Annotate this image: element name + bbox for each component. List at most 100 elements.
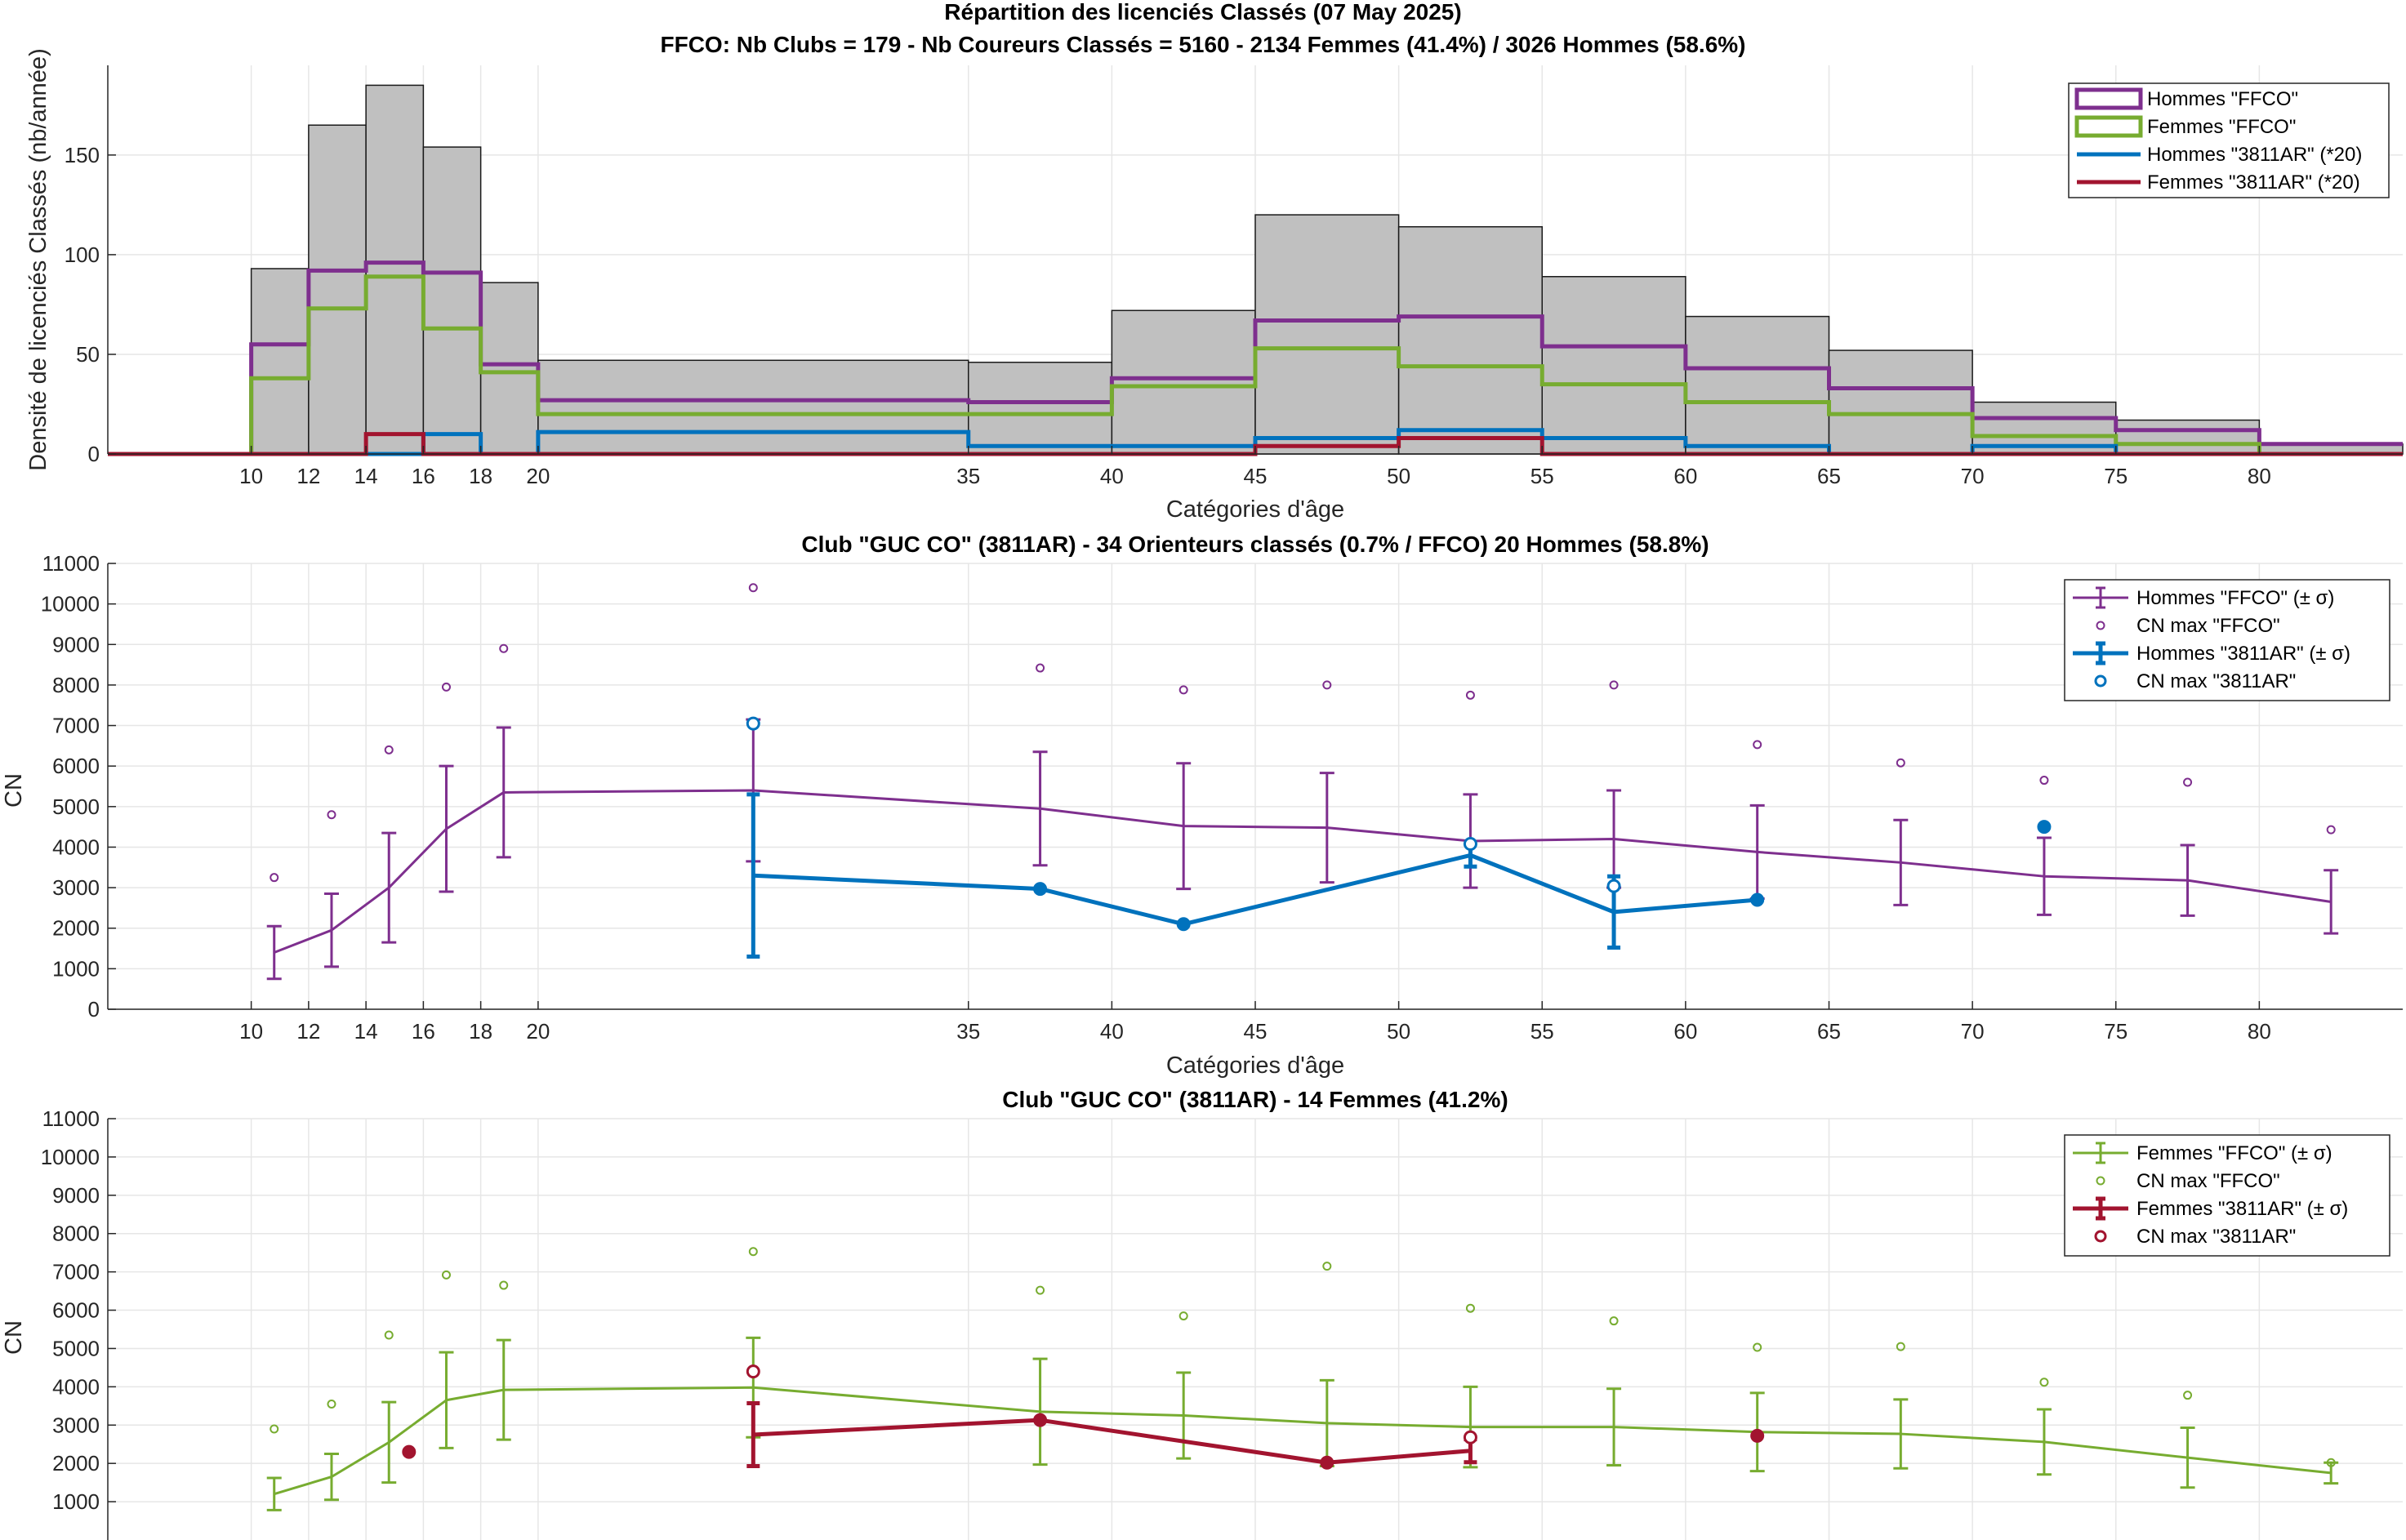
cn-max-marker [2326, 1458, 2336, 1467]
cn-max-marker [1465, 690, 1475, 700]
x-tick-label: 14 [354, 1019, 378, 1044]
cn-max-marker [499, 643, 509, 653]
x-tick-label: 20 [526, 464, 550, 488]
y-tick-label: 5000 [52, 794, 100, 819]
legend-box [2064, 579, 2390, 701]
y-tick-label: 9000 [52, 632, 100, 657]
cn-max-marker [1609, 1316, 1619, 1326]
series-line [274, 1386, 2332, 1496]
legend-label: Hommes "3811AR" (*20) [2147, 144, 2362, 166]
y-tick-label: 6000 [52, 1298, 100, 1323]
cn-max-marker [1176, 917, 1191, 932]
histogram-bar [1111, 309, 1256, 455]
y-tick-label: 5000 [52, 1336, 100, 1360]
y-tick-label: 11000 [42, 551, 100, 576]
legend-label: Femmes "FFCO" (± σ) [2136, 1142, 2332, 1164]
legend-label: CN max "3811AR" [2136, 1226, 2296, 1248]
cn-max-marker [384, 1330, 394, 1340]
x-tick-label: 75 [2104, 1019, 2128, 1044]
cn-max-marker [2039, 776, 2049, 786]
y-tick-label: 10000 [41, 592, 100, 616]
y-tick-label: 50 [76, 342, 100, 367]
x-tick-label: 16 [412, 1019, 435, 1044]
histogram-bar [1397, 225, 1543, 455]
hommes-series-marks [266, 583, 2339, 981]
cn-max-marker [1750, 1428, 1765, 1443]
cn-max-marker [1465, 1303, 1475, 1313]
series-stairs-line [108, 274, 2403, 456]
x-tick-label: 60 [1673, 464, 1697, 488]
x-tick-label: 45 [1244, 464, 1268, 488]
y-tick-label: 4000 [52, 835, 100, 859]
x-tick-label: 70 [1961, 1019, 1985, 1044]
x-tick-label: 20 [526, 1019, 550, 1044]
y-tick-label: 2000 [52, 1451, 100, 1475]
femmes-panel-title: Club "GUC CO" (3811AR) - 14 Femmes (41.2… [1002, 1087, 1508, 1112]
y-tick-label: 3000 [52, 1413, 100, 1437]
cn-max-marker [1753, 1342, 1762, 1352]
x-tick-label: 50 [1387, 464, 1410, 488]
x-tick-label: 18 [469, 1019, 492, 1044]
legend-label: CN max "FFCO" [2136, 1170, 2280, 1192]
cn-max-marker [327, 1399, 336, 1409]
histogram-bar [308, 124, 367, 455]
series-stairs-line [108, 260, 2403, 456]
histogram-bar [1685, 315, 1830, 455]
histogram-subtitle: FFCO: Nb Clubs = 179 - Nb Coureurs Class… [661, 32, 1746, 57]
histogram-legend: Hommes "FFCO" Femmes "FFCO" Hommes "3811AR… [2068, 82, 2390, 198]
legend-label: Femmes "FFCO" [2147, 116, 2296, 138]
cn-max-marker [1463, 836, 1477, 851]
legend-label: Hommes "FFCO" [2147, 88, 2298, 110]
cn-max-marker [1750, 892, 1765, 907]
cn-max-marker [1178, 685, 1188, 695]
cn-max-marker [441, 682, 451, 692]
cn-max-marker [441, 1270, 451, 1280]
x-tick-label: 10 [239, 464, 263, 488]
y-tick-label: 8000 [52, 673, 100, 697]
x-tick-label: 12 [296, 1019, 320, 1044]
x-tick-label: 55 [1530, 1019, 1554, 1044]
y-tick-label: 11000 [42, 1106, 100, 1131]
y-tick-label: 4000 [52, 1374, 100, 1399]
histogram-xlabel: Catégories d'âge [1166, 496, 1344, 523]
cn-max-marker [746, 1364, 760, 1379]
cn-max-marker [1033, 1413, 1048, 1427]
cn-max-marker [384, 745, 394, 754]
cn-max-marker [1320, 1455, 1334, 1470]
cn-max-marker [1463, 1430, 1477, 1444]
hommes-xlabel: Catégories d'âge [1166, 1053, 1344, 1079]
legend-label: Femmes "3811AR" (± σ) [2136, 1198, 2348, 1220]
histogram-ylabel: Densité de licenciés Classés (nb/année) [25, 48, 51, 470]
cn-max-marker [402, 1444, 417, 1459]
y-tick-label: 1000 [52, 956, 100, 981]
legend-label: CN max "3811AR" [2136, 670, 2296, 692]
cn-max-marker [2326, 825, 2336, 835]
cn-max-marker [1896, 758, 1905, 768]
cn-max-marker [1753, 740, 1762, 750]
cn-max-marker [1033, 882, 1048, 897]
histogram-bar [1828, 349, 1973, 455]
cn-max-marker [1609, 680, 1619, 690]
femmes-ylabel: CN [1, 1320, 27, 1355]
y-tick-label: 7000 [52, 1260, 100, 1284]
x-tick-label: 65 [1817, 464, 1841, 488]
legend-swatch [2074, 87, 2143, 110]
legend-marker [2096, 1176, 2105, 1186]
histogram-bar [1541, 275, 1686, 455]
histogram-bar [537, 359, 969, 455]
femmes-grid [108, 1118, 2403, 1540]
cn-max-marker [1322, 680, 1332, 690]
cn-max-marker [1178, 1311, 1188, 1321]
y-tick-label: 10000 [41, 1145, 100, 1169]
cn-max-marker [1896, 1342, 1905, 1351]
legend-label: Femmes "3811AR" (*20) [2147, 171, 2360, 194]
legend-box [2064, 1134, 2390, 1257]
femmes-series-marks [266, 1247, 2339, 1511]
series-line [753, 852, 1758, 927]
x-tick-label: 60 [1673, 1019, 1697, 1044]
x-tick-label: 55 [1530, 464, 1554, 488]
histogram-axes: 0 50 100 150 10 12 14 16 18 20 35 40 45 50 55 60 65 70 75 8… [65, 65, 2403, 488]
y-tick-label: 6000 [52, 754, 100, 778]
cn-max-marker [746, 716, 760, 731]
